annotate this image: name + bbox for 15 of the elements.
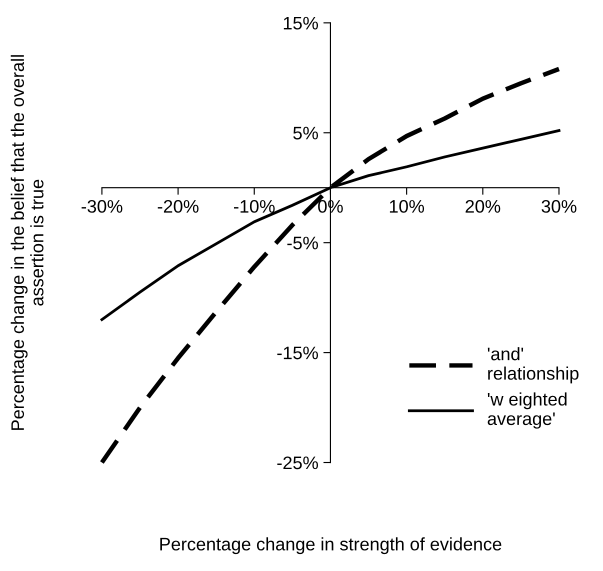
x-tick-label: -30% (82, 200, 122, 213)
x-tick-label: -20% (158, 200, 199, 213)
x-tick-label: 10% (390, 200, 424, 213)
x-tick-label: 30% (542, 200, 576, 213)
x-axis-title: Percentage change in strength of evidence (160, 537, 502, 554)
x-tick-label: 20% (466, 200, 500, 213)
y-tick-label: 15% (284, 16, 318, 30)
legend-label: 'and' relationship (488, 347, 579, 384)
y-tick-label: 5% (293, 126, 318, 140)
y-axis-title: Percentage change in the belief that the overall assertion is true (10, 55, 44, 430)
y-tick-label: -5% (287, 236, 318, 250)
x-tick-label: -10% (234, 200, 275, 213)
legend-label: 'w eighted average' (488, 392, 567, 429)
y-tick-label: -15% (277, 346, 318, 360)
y-tick-label: -25% (277, 456, 318, 470)
